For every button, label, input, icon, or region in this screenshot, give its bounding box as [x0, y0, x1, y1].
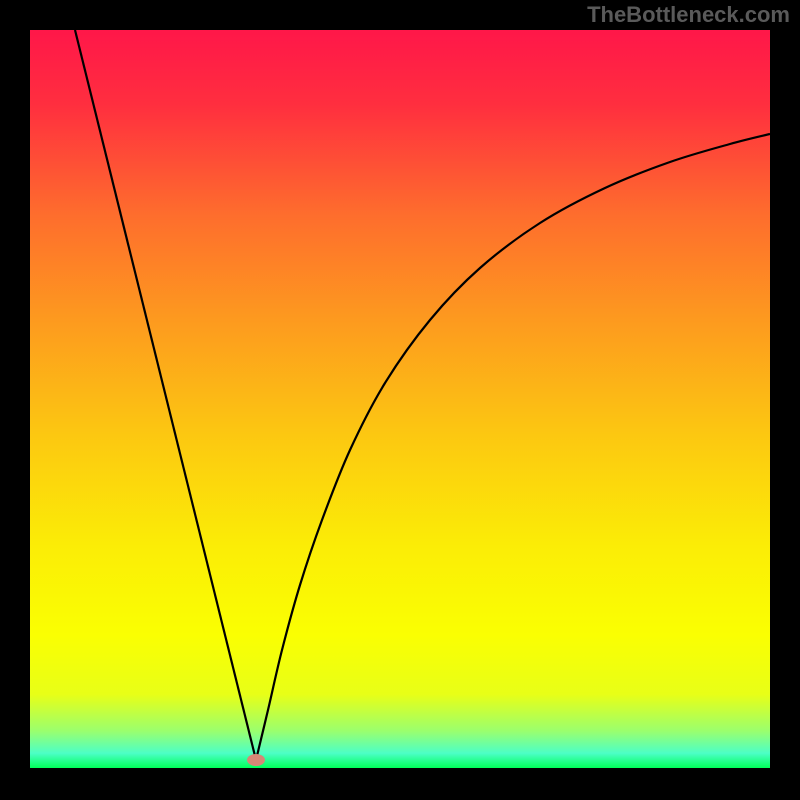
curve-left-branch	[75, 30, 256, 760]
plot-area	[30, 30, 770, 768]
chart-container: TheBottleneck.com	[0, 0, 800, 800]
minimum-marker	[247, 754, 265, 766]
curve-layer	[30, 30, 770, 768]
watermark-text: TheBottleneck.com	[587, 2, 790, 28]
curve-right-branch	[256, 134, 770, 760]
